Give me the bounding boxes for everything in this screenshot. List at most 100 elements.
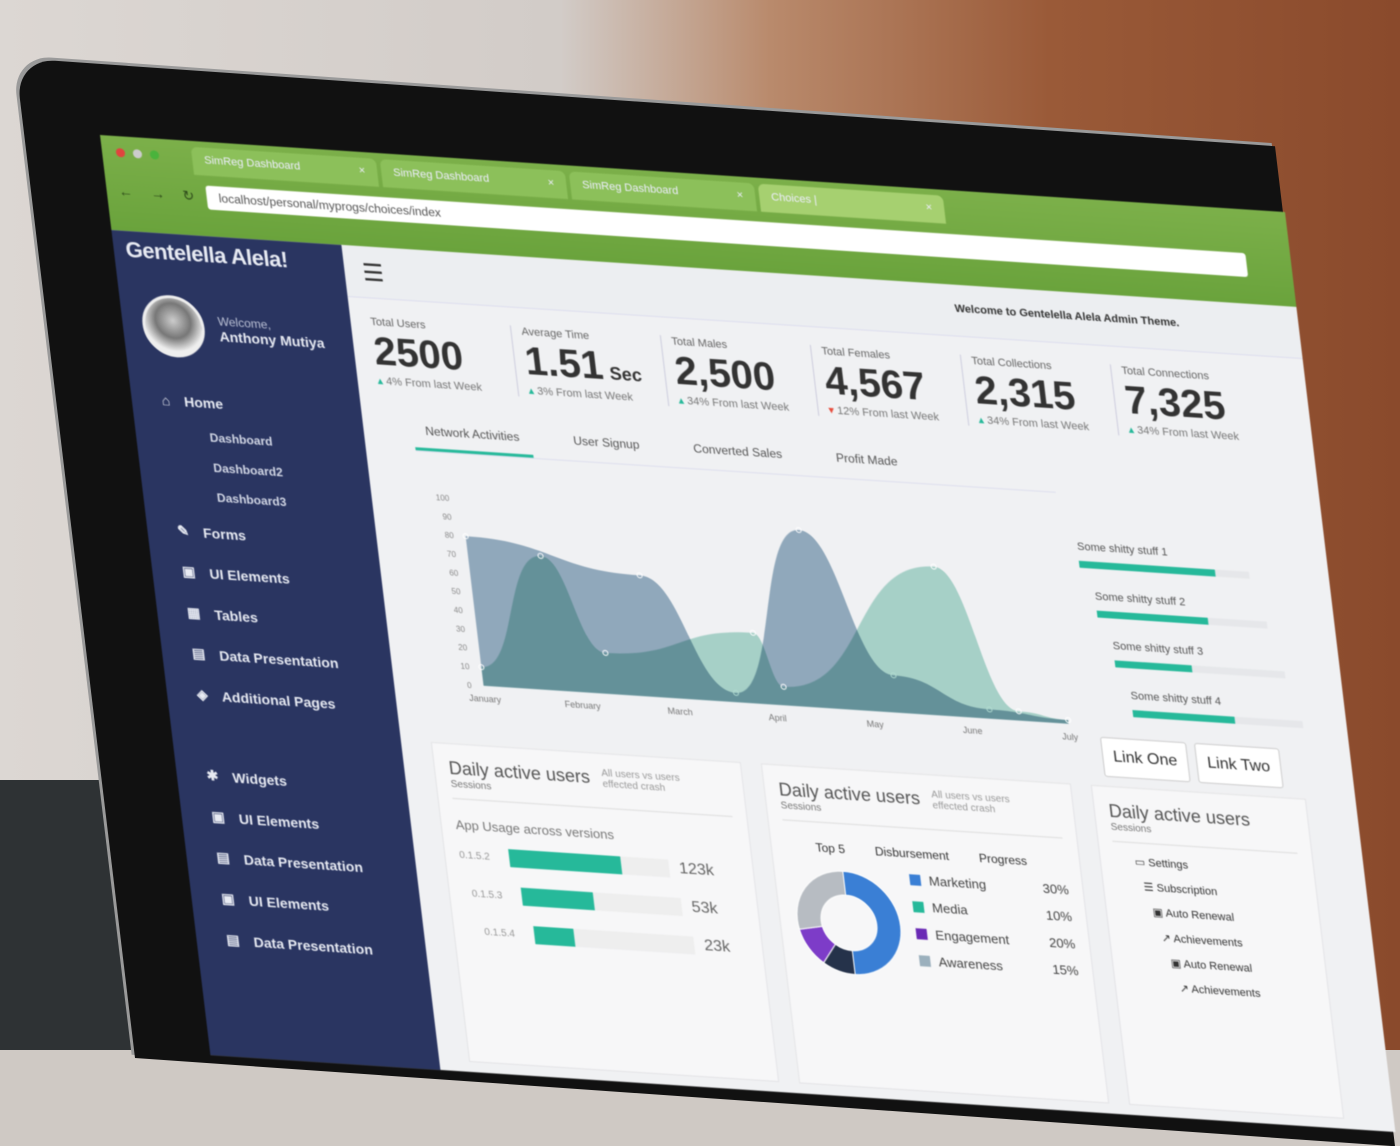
progress-item: Some shitty stuff 3 bbox=[1112, 640, 1316, 680]
desktop-icon: ▣ bbox=[220, 889, 236, 907]
menu-label: UI Elements bbox=[247, 892, 330, 914]
settings-item[interactable]: ▭ Settings bbox=[1134, 855, 1301, 879]
usage-bar bbox=[533, 926, 696, 955]
progress-item: Some shitty stuff 4 bbox=[1130, 690, 1322, 729]
x-tick-label: February bbox=[564, 699, 602, 711]
close-tab-icon[interactable]: × bbox=[358, 164, 366, 178]
link-two-button[interactable]: Link Two bbox=[1193, 742, 1284, 789]
menu-label: Home bbox=[183, 393, 224, 412]
area-series bbox=[481, 555, 1069, 724]
data-point[interactable] bbox=[749, 629, 756, 636]
back-icon[interactable]: ← bbox=[117, 182, 134, 200]
tab-converted-sales[interactable]: Converted Sales bbox=[692, 441, 783, 462]
tab-network-activities[interactable]: Network Activities bbox=[412, 423, 534, 458]
legend-label: Engagement bbox=[934, 927, 1011, 948]
settings-item[interactable]: ↗ Achievements bbox=[1179, 982, 1316, 1004]
settings-label: Auto Renewal bbox=[1164, 907, 1235, 925]
link-one-button[interactable]: Link One bbox=[1099, 736, 1191, 783]
stat-unit: Sec bbox=[608, 363, 643, 386]
data-point[interactable] bbox=[1015, 708, 1022, 715]
forward-icon[interactable]: → bbox=[149, 184, 166, 202]
legend-swatch bbox=[918, 955, 932, 967]
data-point[interactable] bbox=[537, 552, 544, 559]
browser-tab[interactable]: SimReg Dashboard × bbox=[190, 146, 380, 187]
y-tick-label: 70 bbox=[447, 550, 457, 560]
tab-profit-made[interactable]: Profit Made bbox=[835, 450, 899, 469]
legend-swatch bbox=[912, 901, 925, 913]
progress-fill bbox=[1132, 710, 1236, 724]
tab-title: SimReg Dashboard bbox=[581, 179, 679, 198]
panel-description: All users vs users effected crash bbox=[930, 789, 1011, 816]
y-tick-label: 20 bbox=[458, 643, 468, 653]
header-welcome: Welcome to Gentelella Alela Admin Theme. bbox=[954, 302, 1180, 330]
stat-number: 2,500 bbox=[672, 348, 778, 400]
y-tick-label: 100 bbox=[435, 493, 450, 503]
x-tick-label: March bbox=[667, 706, 693, 718]
close-tab-icon[interactable]: × bbox=[925, 201, 933, 214]
tab-title: SimReg Dashboard bbox=[203, 154, 301, 173]
progress-bar bbox=[1114, 660, 1286, 679]
edit-icon: ✎ bbox=[176, 521, 190, 539]
settings-item[interactable]: ▣ Auto Renewal bbox=[1152, 906, 1307, 929]
legend-percent: 20% bbox=[1048, 934, 1077, 952]
maximize-window-button[interactable] bbox=[149, 150, 160, 160]
hamburger-menu-icon[interactable]: ☰ bbox=[360, 259, 386, 288]
menu-label: Data Presentation bbox=[218, 647, 340, 671]
menu-label: Tables bbox=[213, 606, 259, 626]
settings-label: Achievements bbox=[1190, 983, 1262, 1001]
browser-tab[interactable]: SimReg Dashboard × bbox=[568, 171, 758, 212]
tab-title: SimReg Dashboard bbox=[392, 166, 490, 186]
col-header: Top 5 bbox=[814, 840, 846, 857]
data-point[interactable] bbox=[462, 533, 469, 540]
home-icon: ⌂ bbox=[160, 391, 171, 409]
legend-percent: 15% bbox=[1051, 961, 1080, 979]
tab-user-signup[interactable]: User Signup bbox=[572, 433, 641, 452]
progress-fill bbox=[1114, 660, 1192, 673]
settings-item[interactable]: ↗ Achievements bbox=[1161, 931, 1310, 954]
browser-tab-active[interactable]: Choices | × bbox=[757, 183, 947, 224]
data-point[interactable] bbox=[930, 563, 937, 570]
data-point[interactable] bbox=[636, 572, 643, 579]
layers-icon: ◈ bbox=[195, 685, 209, 703]
col-header: Progress bbox=[978, 850, 1028, 869]
settings-item[interactable]: ▣ Auto Renewal bbox=[1170, 957, 1313, 979]
close-tab-icon[interactable]: × bbox=[547, 176, 555, 190]
close-window-button[interactable] bbox=[115, 147, 126, 158]
chart-icon: ▤ bbox=[225, 930, 241, 948]
close-tab-icon[interactable]: × bbox=[736, 189, 744, 202]
laptop-screen: SimReg Dashboard × SimReg Dashboard × SimR… bbox=[100, 135, 1396, 1133]
settings-panel: Daily active users Sessions ▭ Settings ☰ S… bbox=[1090, 784, 1345, 1119]
data-point[interactable] bbox=[1065, 717, 1072, 724]
data-point[interactable] bbox=[478, 664, 485, 671]
progress-list: Some shitty stuff 1 Some shitty stuff 2 So… bbox=[1076, 541, 1329, 792]
progress-item: Some shitty stuff 2 bbox=[1094, 591, 1310, 632]
progress-bar bbox=[1078, 560, 1250, 579]
menu-label: Widgets bbox=[231, 769, 288, 789]
browser-tab[interactable]: SimReg Dashboard × bbox=[379, 159, 569, 200]
progress-bar bbox=[1132, 710, 1304, 729]
donut-chart bbox=[796, 870, 902, 976]
network-activity-chart: 100 90 80 70 60 50 40 30 20 10 0 January February Mar… bbox=[420, 488, 1086, 750]
x-tick-label: June bbox=[962, 725, 983, 736]
usage-fill bbox=[533, 926, 576, 947]
minimize-window-button[interactable] bbox=[132, 149, 143, 159]
version-label: 0.1.5.2 bbox=[458, 849, 491, 863]
data-point[interactable] bbox=[795, 527, 802, 534]
stat-card: Total Connections 7,325 ▴ 34% From last We… bbox=[1109, 364, 1269, 446]
stat-card: Total Collections 2,315 ▴ 34% From last We… bbox=[959, 354, 1119, 436]
legend-item: Awareness 15% bbox=[918, 953, 1080, 979]
legend-label: Awareness bbox=[937, 954, 1004, 974]
usage-value: 23k bbox=[703, 937, 732, 956]
progress-label: Some shitty stuff 4 bbox=[1130, 690, 1222, 708]
settings-item[interactable]: ☰ Subscription bbox=[1143, 880, 1304, 903]
data-point[interactable] bbox=[780, 683, 787, 690]
version-label: 0.1.5.3 bbox=[471, 887, 504, 901]
y-tick-label: 90 bbox=[442, 512, 452, 522]
desktop-icon: ▣ bbox=[210, 807, 226, 825]
reload-icon[interactable]: ↻ bbox=[181, 186, 196, 204]
usage-bar bbox=[520, 887, 683, 917]
data-point[interactable] bbox=[602, 649, 609, 656]
usage-row: 0.1.5.2 123k bbox=[458, 846, 740, 882]
usage-value: 123k bbox=[678, 860, 715, 880]
usage-row: 0.1.5.4 23k bbox=[483, 923, 749, 958]
